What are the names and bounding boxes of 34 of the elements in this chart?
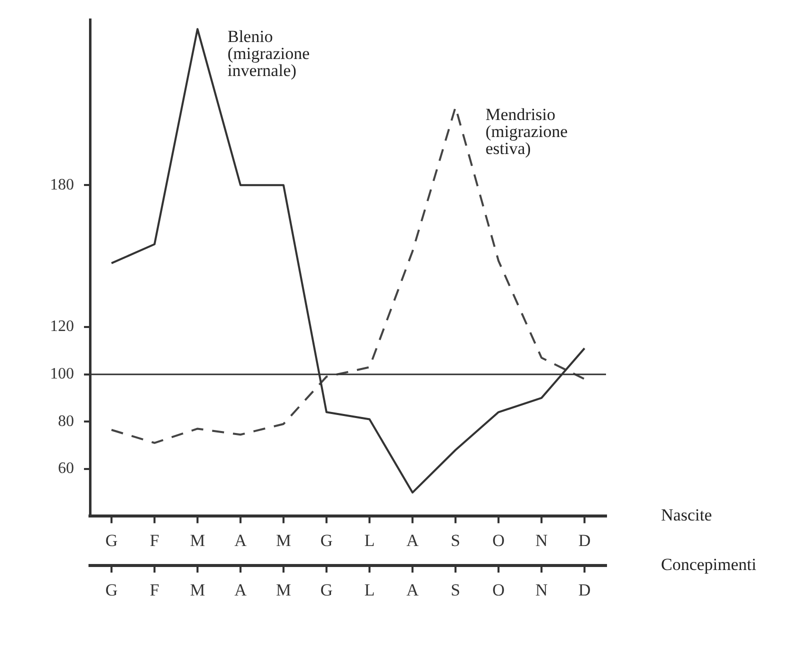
category-label: N: [535, 580, 548, 600]
x-tick-label: G: [105, 530, 118, 550]
category-label: O: [492, 580, 505, 600]
x-tick-label: L: [364, 530, 375, 550]
series-label: Blenio (migrazione invernale): [228, 27, 310, 80]
x-tick-label: F: [150, 530, 160, 550]
y-tick-label: 120: [50, 318, 74, 336]
x-tick-label: O: [492, 530, 505, 550]
category-label: A: [234, 580, 247, 600]
x-tick-label: A: [406, 530, 420, 550]
x-tick-label: N: [535, 530, 548, 550]
x-tick-label: G: [320, 530, 333, 550]
x-tick-label: M: [190, 530, 206, 550]
category-label: G: [320, 580, 333, 600]
y-tick-label: 80: [58, 412, 74, 430]
category-label: F: [150, 580, 160, 600]
category-label: M: [276, 580, 292, 600]
category-label: L: [364, 580, 375, 600]
category-label: A: [406, 580, 419, 600]
y-tick-label: 60: [58, 460, 74, 478]
x-tick-label: A: [234, 530, 248, 550]
x-tick-label: M: [276, 530, 292, 550]
y-tick-label: 100: [50, 366, 74, 383]
x-tick-label: D: [578, 530, 591, 550]
line-series: [110, 106, 586, 444]
category-label: S: [450, 580, 460, 600]
series-label: Mendrisio (migrazione estiva): [486, 105, 568, 158]
category-label: D: [578, 580, 591, 600]
category-label: G: [105, 580, 118, 600]
x-axis-title: Nascite: [661, 506, 712, 525]
x2-axis-title: Concepimenti: [661, 555, 757, 574]
category-label: M: [190, 580, 206, 600]
x-tick-label: S: [450, 530, 460, 550]
y-tick-label: 180: [50, 176, 74, 194]
